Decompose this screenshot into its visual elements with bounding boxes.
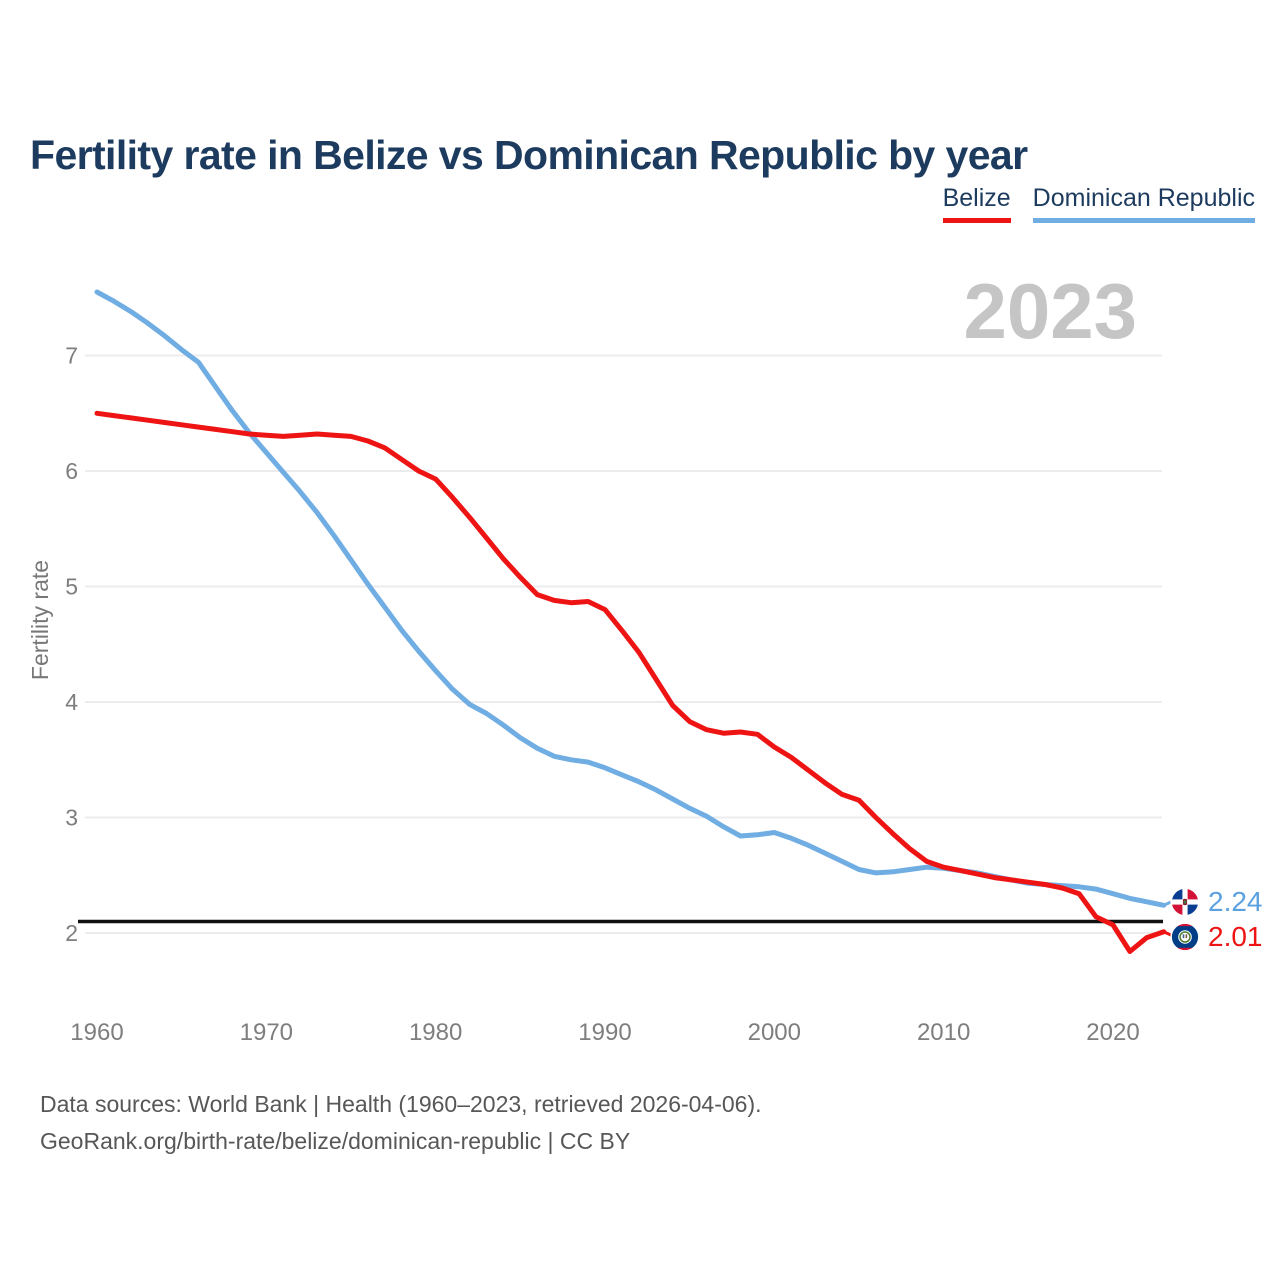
belize-flag-icon — [1170, 922, 1200, 952]
footer-attribution-line: GeoRank.org/birth-rate/belize/dominican-… — [40, 1128, 631, 1154]
svg-text:2: 2 — [65, 920, 78, 946]
svg-text:1990: 1990 — [578, 1019, 631, 1046]
dominican-republic-flag-icon — [1170, 887, 1200, 917]
legend-item-dominican-republic[interactable]: Dominican Republic — [1032, 184, 1255, 223]
legend-item-belize[interactable]: Belize — [942, 184, 1011, 223]
svg-text:4: 4 — [65, 689, 78, 715]
svg-text:1980: 1980 — [409, 1019, 462, 1046]
svg-text:3: 3 — [65, 805, 78, 831]
svg-text:7: 7 — [65, 343, 78, 369]
svg-text:2010: 2010 — [917, 1019, 970, 1046]
svg-text:1970: 1970 — [240, 1019, 293, 1046]
legend-label-belize: Belize — [942, 184, 1011, 212]
svg-text:5: 5 — [65, 574, 78, 600]
legend-underline-belize — [942, 218, 1011, 223]
year-watermark: 2023 — [963, 267, 1137, 355]
footer-sources-line: Data sources: World Bank | Health (1960–… — [40, 1091, 762, 1117]
end-label-belize: 2.01 — [1170, 921, 1263, 953]
end-value-belize: 2.01 — [1208, 921, 1263, 952]
svg-text:2020: 2020 — [1086, 1019, 1139, 1046]
legend: Belize Dominican Republic — [942, 184, 1255, 223]
page-title: Fertility rate in Belize vs Dominican Re… — [30, 132, 1028, 179]
end-value-dominican-republic: 2.24 — [1208, 886, 1263, 917]
end-label-dominican-republic: 2.24 — [1170, 886, 1263, 918]
svg-text:Fertility rate: Fertility rate — [27, 560, 53, 680]
svg-text:2000: 2000 — [748, 1019, 801, 1046]
svg-text:6: 6 — [65, 458, 78, 484]
footer: Data sources: World Bank | Health (1960–… — [40, 1086, 762, 1160]
svg-text:1960: 1960 — [70, 1019, 123, 1046]
legend-underline-dominican-republic — [1032, 218, 1255, 223]
legend-label-dominican-republic: Dominican Republic — [1032, 184, 1255, 212]
